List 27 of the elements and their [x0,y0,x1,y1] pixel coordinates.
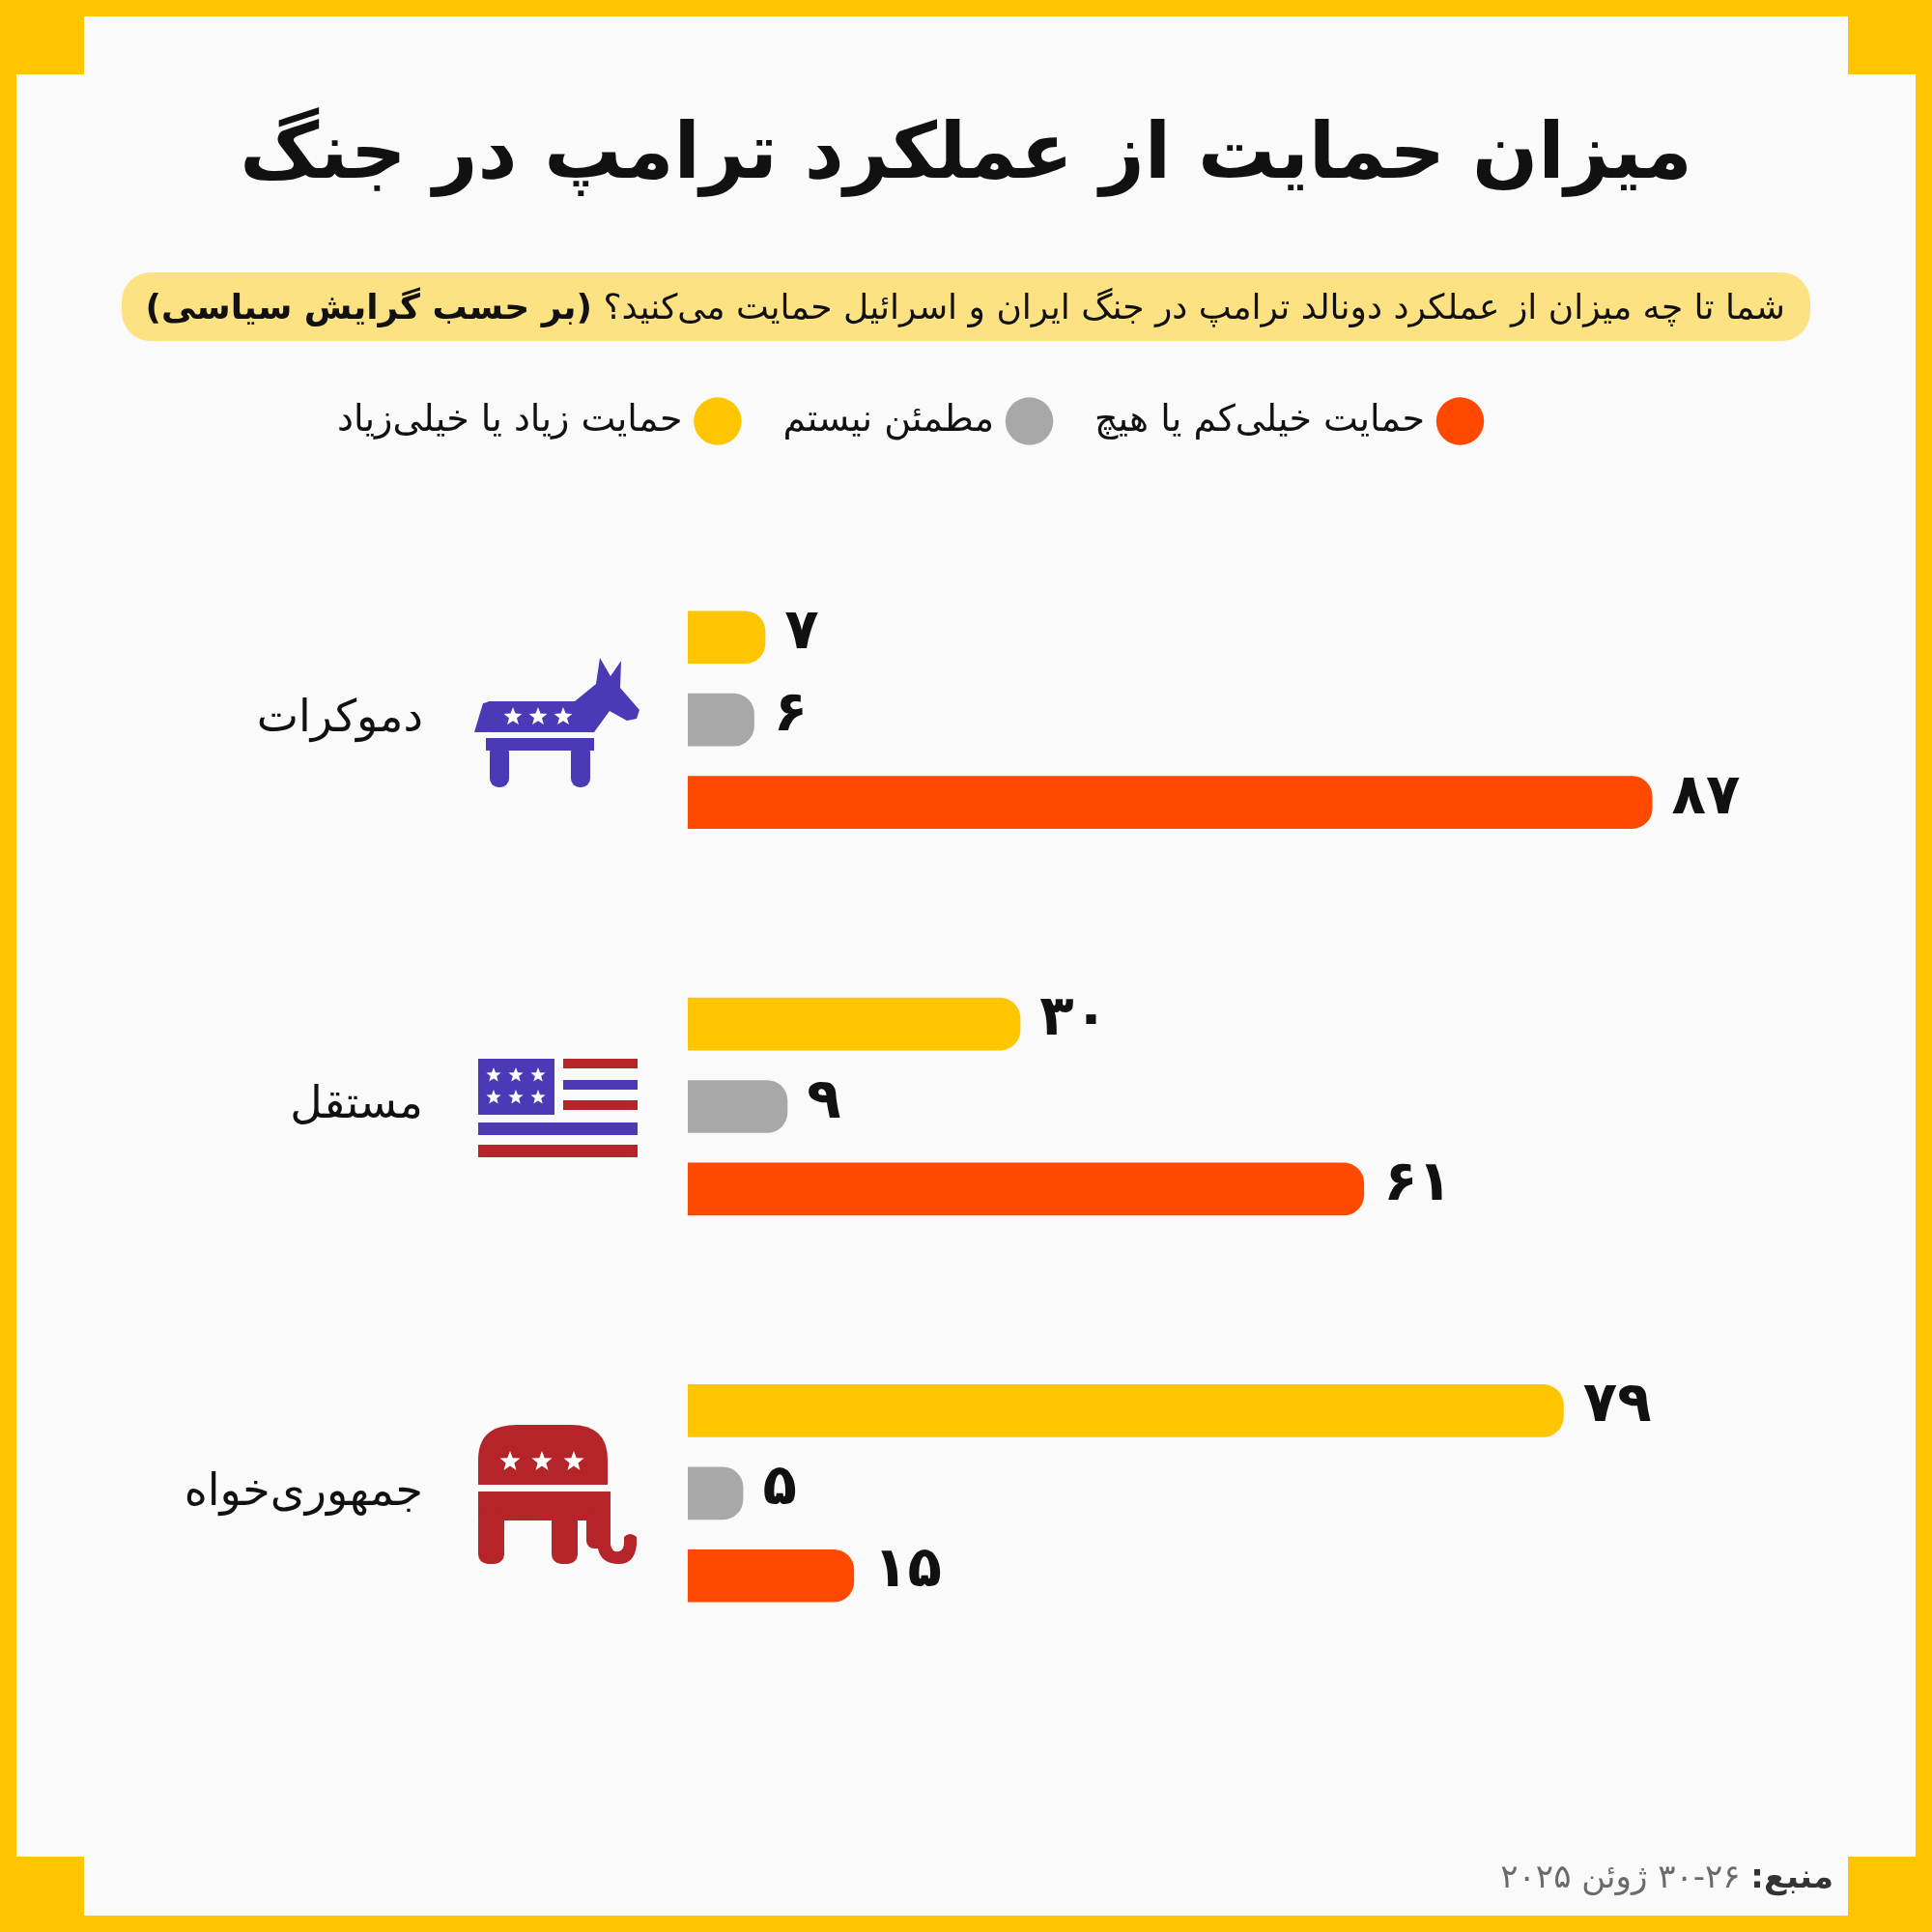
bar [688,997,1021,1051]
data-label: ۶۱ [1383,1147,1452,1213]
bar [688,1466,744,1520]
data-label: ۷ [784,595,819,662]
chart-subtitle: شما تا چه میزان از عملکرد دونالد ترامپ در جنگ ایران و اسرائیل حمایت می‌کنید؟ (بر حسب گرایش سیاسی) [145,285,1785,329]
data-label: ۵ [762,1451,797,1518]
data-label: ۶ [773,678,809,745]
data-label: ۹ [807,1065,841,1131]
bar [688,611,766,665]
y-tick-label: مستقل [290,1076,423,1129]
y-tick-label: جمهوری‌خواه [184,1463,423,1517]
legend-label: مطمئن نیستم [782,396,995,440]
text: منبع: ۲۶-۳۰ ژوئن ۲۰۲۵ [1500,1856,1833,1898]
legend-label: حمایت زیاد یا خیلی‌زیاد [336,396,683,440]
bar [688,693,754,747]
data-label: ۷۹ [1582,1369,1652,1435]
bar [688,1548,855,1603]
legend-label: حمایت خیلی‌کم یا هیچ [1094,396,1425,440]
bar [688,1162,1365,1216]
bar [688,1080,788,1133]
data-label: ۳۰ [1039,982,1109,1049]
chart-title: میزان حمایت از عملکرد ترامپ در جنگ [240,106,1692,196]
bar [688,1384,1564,1437]
data-label: ۱۵ [873,1534,942,1601]
y-tick-label: دموکرات [256,690,423,744]
bar [688,776,1653,829]
data-label: ۸۷ [1671,760,1741,827]
